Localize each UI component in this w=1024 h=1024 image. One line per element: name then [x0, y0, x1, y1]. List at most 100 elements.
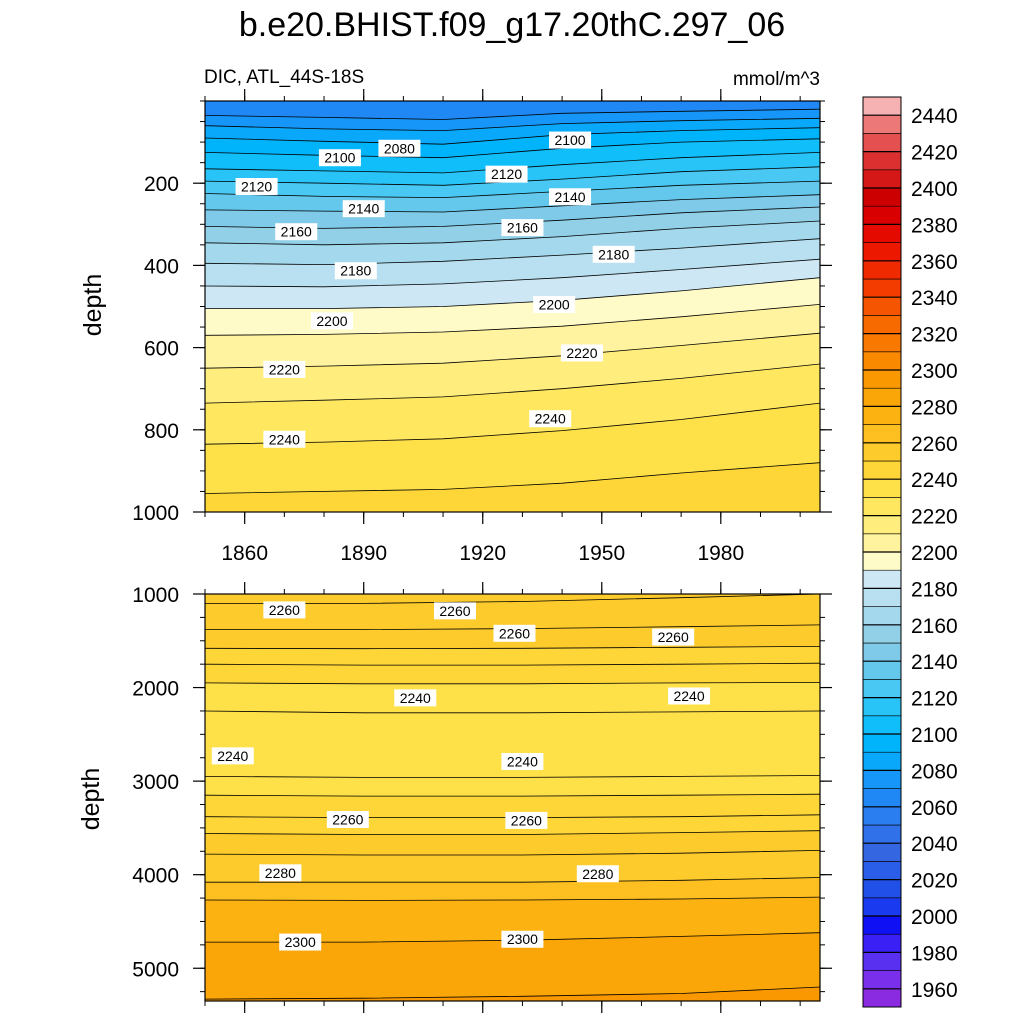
- colorbar-segment-49: [862, 96, 902, 116]
- upper-contour-label-13: 2220: [269, 361, 300, 377]
- colorbar-segment-28: [862, 478, 902, 498]
- upper-contour-line-1: [205, 117, 820, 132]
- lower-contour-label-box-10: [259, 864, 302, 882]
- colorbar-segment-18: [862, 660, 902, 680]
- upper-contour-line-10: [205, 238, 820, 266]
- upper-contour-label-box-16: [529, 410, 572, 428]
- upper-y-tick-label-1: 400: [144, 255, 179, 278]
- colorbar-label-17: 2300: [911, 360, 958, 383]
- lower-band-14: [205, 987, 820, 1001]
- upper-y-tick-label-4: 1000: [132, 502, 179, 525]
- lower-contour-label-10: 2280: [265, 865, 296, 881]
- lower-contour-label-box-9: [505, 811, 548, 829]
- colorbar-segment-17: [862, 679, 902, 698]
- upper-contour-line-2: [205, 127, 820, 145]
- colorbar-segment-9: [862, 824, 902, 844]
- upper-contour-line-17: [205, 462, 820, 494]
- colorbar-segment-32: [862, 406, 902, 425]
- upper-contour-label-box-7: [275, 223, 318, 241]
- colorbar-label-2: 2000: [911, 906, 958, 929]
- upper-x-tick-label-1: 1890: [340, 542, 387, 565]
- colorbar-segment-8: [862, 842, 902, 862]
- chart-title: b.e20.BHIST.f09_g17.20thC.297_06: [239, 6, 785, 44]
- colorbar-label-6: 2080: [911, 760, 958, 783]
- lower-contour-label-1: 2260: [439, 603, 470, 619]
- lower-contour-label-6: 2240: [217, 748, 248, 764]
- lower-contour-label-box-2: [493, 624, 536, 642]
- upper-contour-label-11: 2200: [316, 313, 347, 329]
- colorbar-segment-24: [862, 551, 902, 571]
- upper-y-tick-label-3: 800: [144, 420, 179, 443]
- lower-depth-axis-label: depth: [77, 768, 105, 831]
- lower-contour-label-8: 2260: [332, 811, 363, 827]
- upper-contour-label-4: 2120: [491, 166, 522, 182]
- upper-contour-label-box-2: [549, 131, 592, 149]
- upper-x-tick-label-4: 1980: [697, 542, 744, 565]
- upper-contour-label-6: 2140: [554, 189, 585, 205]
- upper-contour-label-box-5: [342, 200, 385, 218]
- colorbar-label-11: 2180: [911, 578, 958, 601]
- lower-y-tick-label-2: 3000: [132, 771, 179, 794]
- upper-contour-label-3: 2120: [241, 178, 272, 194]
- colorbar-segment-25: [862, 533, 902, 553]
- colorbar-label-24: 2440: [911, 105, 958, 128]
- upper-contour-line-15: [205, 363, 820, 404]
- colorbar-segment-3: [862, 933, 902, 953]
- colorbar-label-16: 2280: [911, 396, 958, 419]
- colorbar-segment-44: [862, 187, 902, 207]
- colorbar-segment-41: [862, 242, 902, 262]
- colorbar-segment-1: [862, 970, 902, 990]
- colorbar-segment-10: [862, 806, 902, 826]
- lower-contour-line-6: [205, 775, 820, 778]
- upper-contour-label-5: 2140: [348, 201, 379, 217]
- colorbar-segment-21: [862, 606, 902, 626]
- lower-contour-line-4: [205, 682, 820, 685]
- upper-contour-label-1: 2100: [324, 150, 355, 166]
- upper-panel: 2080 2100 2100 2120 2120 2140 2140 2160 2160 2180…: [132, 89, 832, 565]
- colorbar-label-9: 2140: [911, 651, 958, 674]
- lower-contour-label-box-3: [652, 628, 695, 646]
- upper-contour-label-box-6: [549, 188, 592, 206]
- upper-contour-label-box-1: [318, 149, 361, 167]
- lower-contour-label-5: 2240: [673, 688, 704, 704]
- colorbar-label-1: 1980: [911, 942, 958, 965]
- lower-contour-label-box-8: [326, 810, 369, 828]
- colorbar-segment-33: [862, 387, 902, 407]
- lower-contour-label-box-13: [501, 930, 544, 948]
- colorbar-segment-7: [862, 861, 902, 880]
- colorbar-label-12: 2200: [911, 542, 958, 565]
- lower-plot-area: 2260 2260 2260 2260 2240 2240 2240 2240 2260 2260…: [205, 594, 820, 1001]
- colorbar-segment-40: [862, 260, 902, 280]
- upper-contour-label-box-0: [378, 139, 421, 157]
- upper-contour-label-box-4: [485, 165, 528, 183]
- colorbar-segment-12: [862, 770, 902, 789]
- lower-contour-label-box-5: [668, 687, 711, 705]
- colorbar-segment-4: [862, 915, 902, 935]
- colorbar-segment-43: [862, 205, 902, 225]
- colorbar-segment-14: [862, 733, 902, 753]
- upper-band-17: [205, 462, 820, 512]
- lower-contour-label-11: 2280: [582, 866, 613, 882]
- upper-contour-label-7: 2160: [281, 224, 312, 240]
- upper-y-tick-label-0: 200: [144, 173, 179, 196]
- colorbar-segment-30: [862, 442, 902, 462]
- upper-contour-label-box-14: [560, 344, 603, 362]
- colorbar-segment-31: [862, 424, 902, 444]
- colorbar-label-19: 2340: [911, 287, 958, 310]
- lower-y-tick-label-3: 4000: [132, 865, 179, 888]
- lower-contour-label-box-12: [279, 933, 322, 951]
- upper-contour-label-0: 2080: [384, 140, 415, 156]
- colorbar-label-4: 2040: [911, 833, 958, 856]
- upper-depth-axis-label: depth: [79, 274, 107, 337]
- lower-contour-label-4: 2240: [400, 690, 431, 706]
- colorbar-label-18: 2320: [911, 324, 958, 347]
- colorbar-label-15: 2260: [911, 433, 958, 456]
- colorbar-segment-47: [862, 133, 902, 152]
- upper-contour-label-8: 2160: [507, 220, 538, 236]
- lower-contour-label-0: 2260: [269, 602, 300, 618]
- upper-y-tick-label-2: 600: [144, 338, 179, 361]
- upper-x-tick-label-2: 1920: [459, 542, 506, 565]
- upper-contour-label-box-15: [263, 430, 306, 448]
